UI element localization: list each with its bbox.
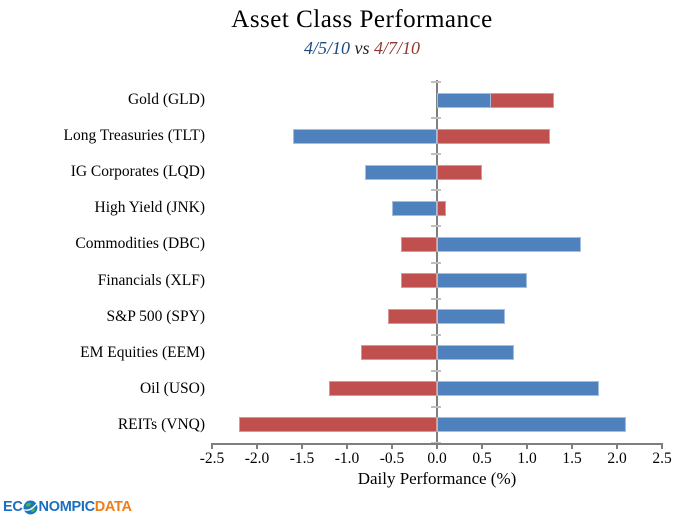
econompicdata-logo: EC NOMPIC DATA [3, 498, 132, 516]
x-axis-tick [661, 443, 663, 449]
category-boundary-tick [430, 297, 441, 300]
category-label-reits-vnq: REITs (VNQ) [117, 415, 205, 433]
category-label-em-equities-eem: EM Equities (EEM) [80, 343, 205, 361]
category-boundary-tick [430, 369, 441, 372]
x-tick-label-2.5: 2.5 [652, 450, 672, 467]
x-axis-tick [481, 443, 483, 449]
bar-4-5-10-s-p-500-spy [437, 309, 505, 325]
x-axis-tick [301, 443, 303, 449]
category-label-gold-gld: Gold (GLD) [127, 91, 205, 108]
bar-4-5-10-reits-vnq [437, 417, 626, 433]
bar-4-7-10-long-treasuries-tlt [437, 128, 550, 144]
x-axis-title: Daily Performance (%) [357, 469, 517, 488]
category-boundary-tick [430, 189, 441, 192]
category-label-long-treasuries-tlt: Long Treasuries (TLT) [63, 127, 206, 145]
x-axis-tick [211, 443, 213, 449]
x-axis-tick [526, 443, 528, 449]
category-boundary-tick [430, 225, 441, 228]
bar-4-7-10-em-equities-eem [360, 345, 437, 361]
logo-text-data: DATA [94, 499, 132, 515]
x-axis-tick [571, 443, 573, 449]
x-tick-label--2.0: -2.0 [244, 450, 270, 467]
category-boundary-tick [430, 261, 441, 264]
bar-4-5-10-financials-xlf [437, 273, 527, 289]
x-tick-label-1.0: 1.0 [517, 450, 537, 467]
category-boundary-tick [430, 153, 441, 156]
chart-title: Asset Class Performance [231, 6, 493, 33]
category-label-commodities-dbc: Commodities (DBC) [75, 235, 205, 253]
bar-4-5-10-high-yield-jnk [392, 200, 437, 216]
bar-4-7-10-ig-corporates-lqd [437, 164, 482, 180]
bar-4-5-10-em-equities-eem [437, 345, 514, 361]
bar-4-7-10-s-p-500-spy [387, 309, 437, 325]
logo-text-ec: EC [3, 499, 23, 515]
category-boundary-tick [430, 405, 441, 408]
category-label-oil-uso: Oil (USO) [139, 379, 205, 397]
logo-text-nompic: NOMPIC [38, 499, 96, 515]
category-axis-labels: Gold (GLD) Long Treasuries (TLT) IG Corpor… [0, 82, 206, 443]
subtitle-date-b: 4/7/10 [374, 38, 421, 58]
x-tick-label-0.5: 0.5 [472, 450, 492, 467]
x-axis-tick [616, 443, 618, 449]
bar-4-5-10-commodities-dbc [437, 236, 581, 252]
bar-4-7-10-commodities-dbc [401, 236, 437, 252]
bar-4-5-10-long-treasuries-tlt [293, 128, 437, 144]
x-tick-label--0.5: -0.5 [379, 450, 405, 467]
x-axis-tick [346, 443, 348, 449]
category-boundary-tick [430, 117, 441, 120]
x-tick-label--1.5: -1.5 [289, 450, 315, 467]
subtitle-vs: vs [350, 38, 374, 58]
globe-icon [23, 500, 39, 515]
bar-4-7-10-financials-xlf [401, 273, 437, 289]
x-tick-label--1.0: -1.0 [334, 450, 360, 467]
category-label-ig-corporates-lqd: IG Corporates (LQD) [70, 163, 205, 181]
x-tick-label--2.5: -2.5 [199, 450, 225, 467]
subtitle-date-a: 4/5/10 [303, 38, 350, 58]
category-label-s-p-500-spy: S&P 500 (SPY) [106, 307, 205, 325]
bar-4-5-10-ig-corporates-lqd [365, 164, 437, 180]
x-axis-tick [256, 443, 258, 449]
bar-4-5-10-gold-gld [437, 92, 491, 108]
category-label-financials-xlf: Financials (XLF) [97, 271, 205, 289]
x-tick-label-0.0: 0.0 [427, 450, 447, 467]
x-axis-tick [391, 443, 393, 449]
chart-subtitle: 4/5/10 vs 4/7/10 [31, 38, 693, 59]
plot-area [212, 80, 662, 444]
bar-4-7-10-reits-vnq [239, 417, 437, 433]
category-label-high-yield-jnk: High Yield (JNK) [94, 199, 206, 217]
category-boundary-tick [430, 333, 441, 336]
bar-4-7-10-high-yield-jnk [437, 200, 446, 216]
x-tick-label-2.0: 2.0 [607, 450, 627, 467]
bar-4-5-10-oil-uso [437, 381, 599, 397]
bar-4-7-10-oil-uso [329, 381, 437, 397]
x-axis-tick [436, 443, 438, 449]
category-boundary-tick [430, 81, 441, 83]
x-tick-label-1.5: 1.5 [562, 450, 582, 467]
